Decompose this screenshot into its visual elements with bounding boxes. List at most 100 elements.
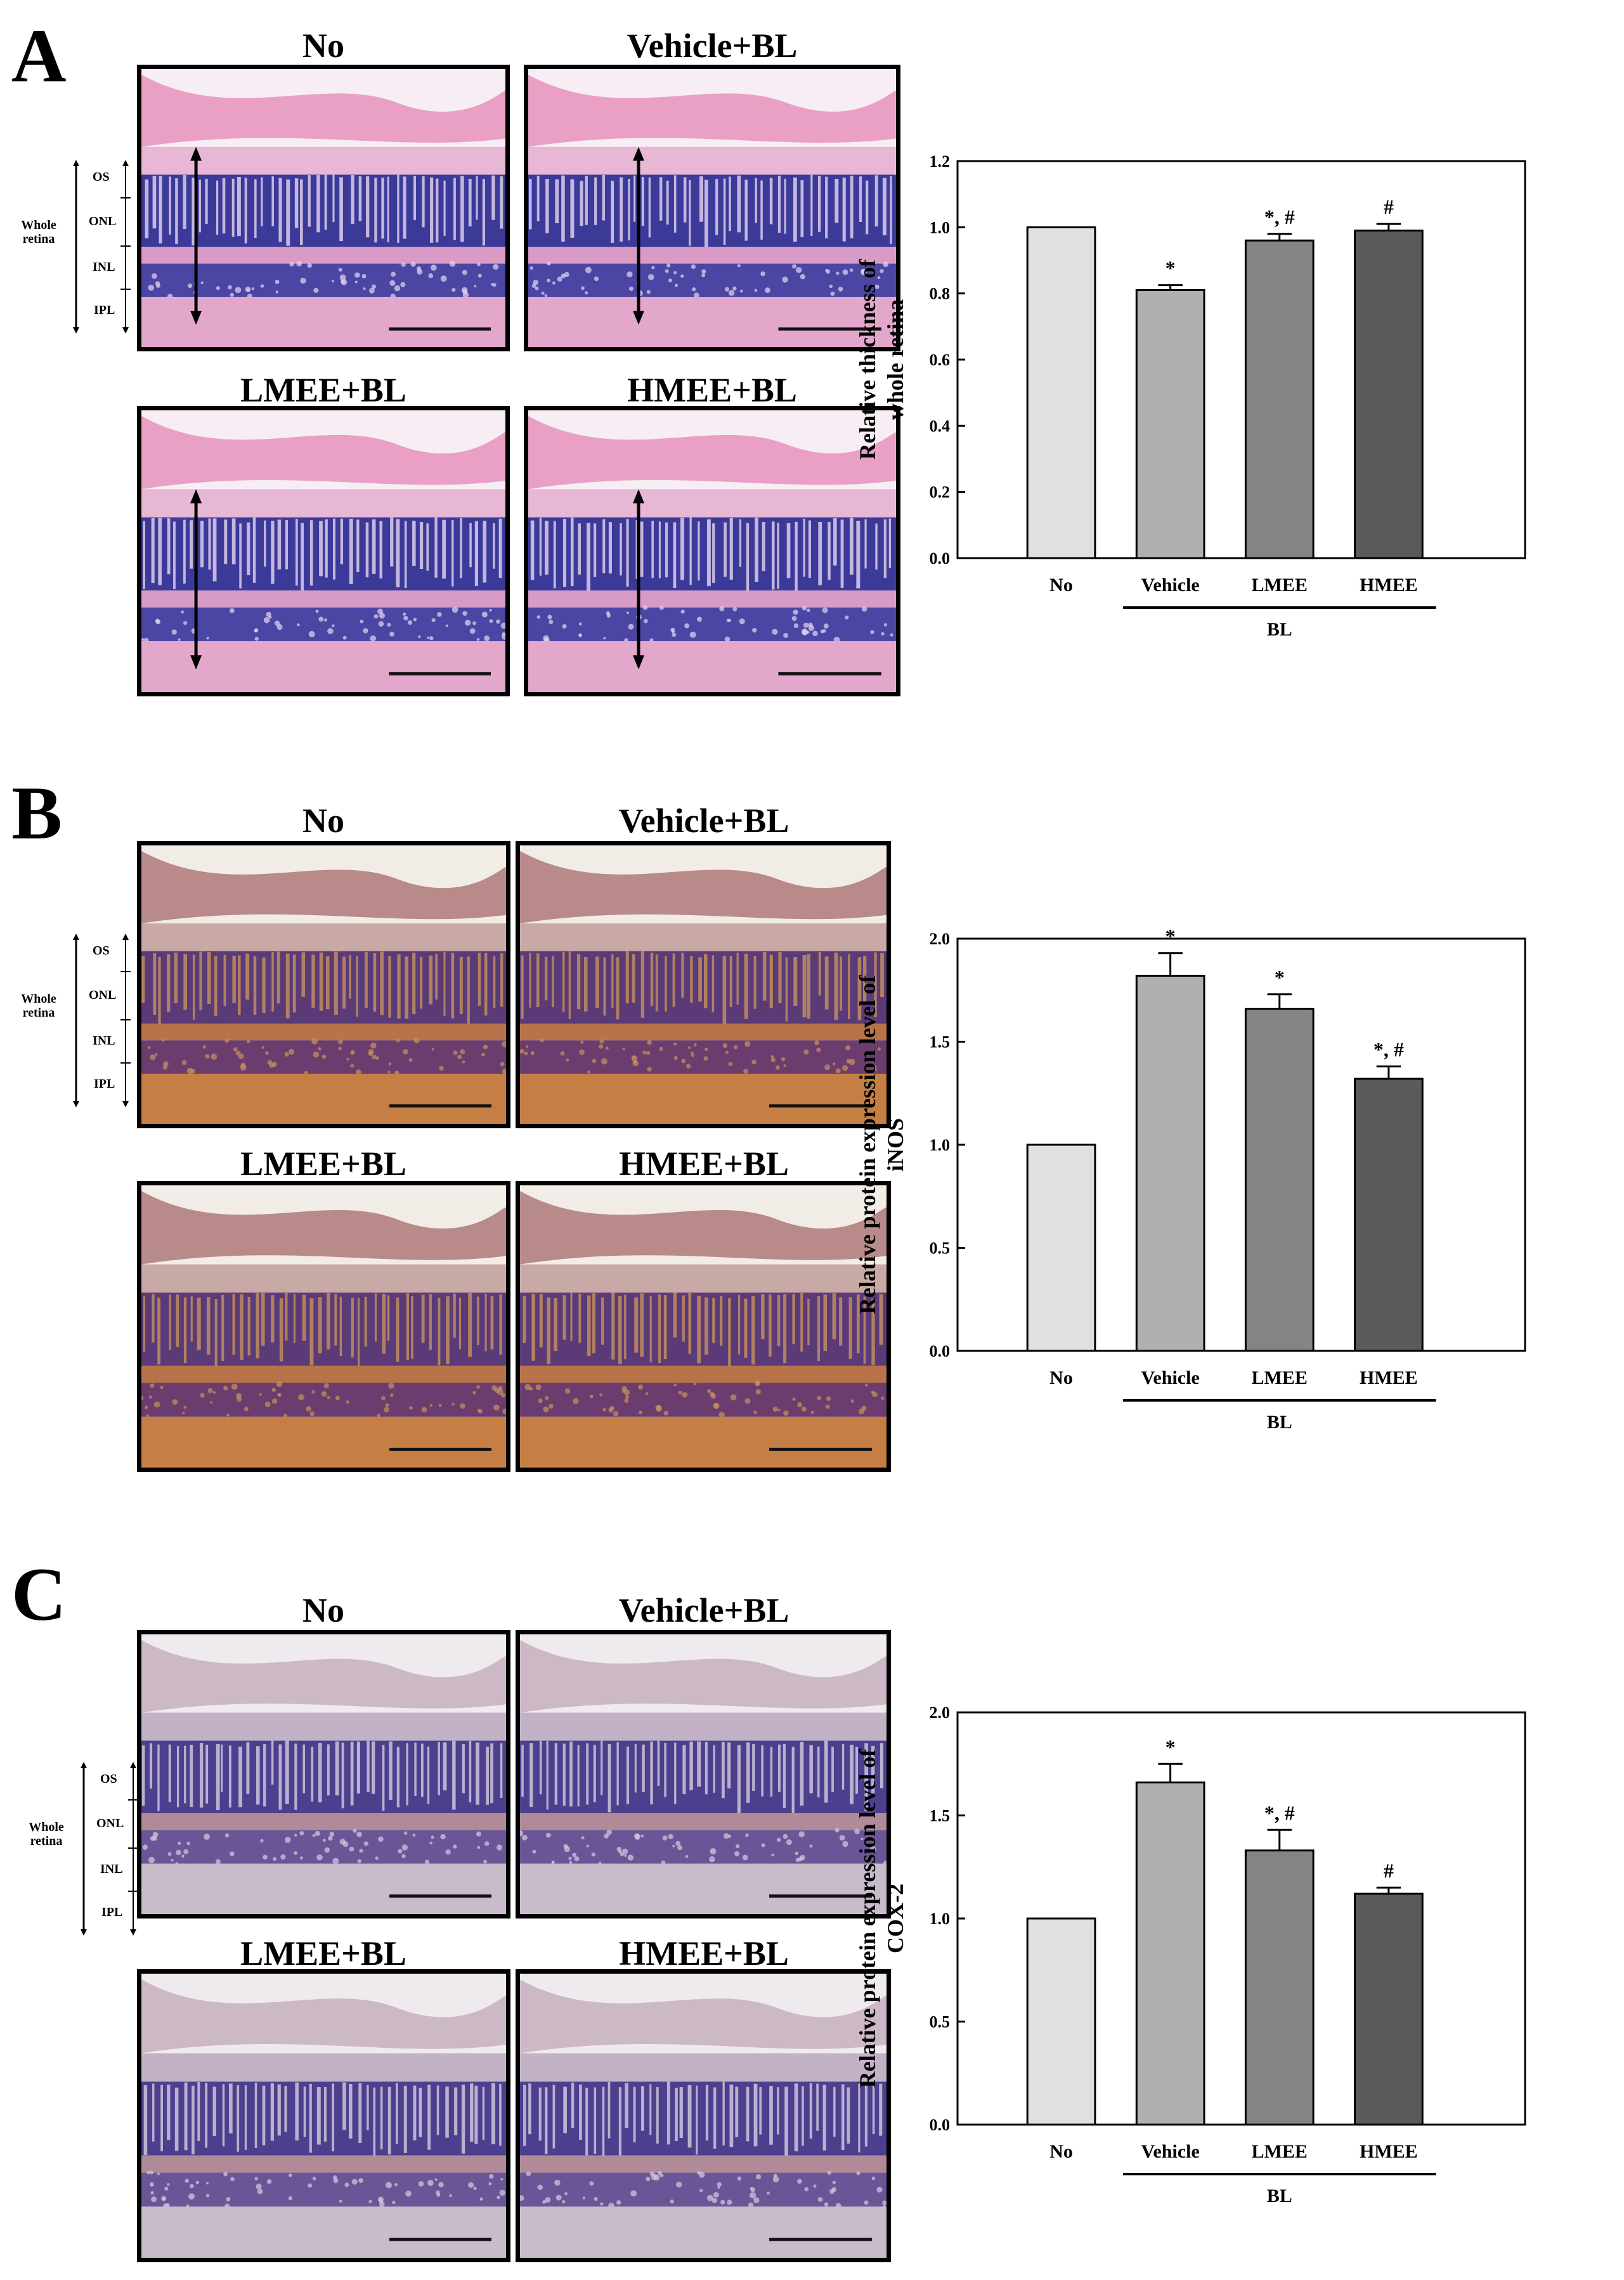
micrograph-vehicle-bl [516,841,891,1128]
bar [1135,289,1205,559]
layer-label-inl: INL [100,1862,123,1876]
micrograph-lmee-bl [137,1969,510,2262]
layer-label-inl: INL [93,260,115,274]
bar [1135,975,1205,1352]
layer-label-os: OS [93,944,110,958]
y-tick-label: 2.0 [930,1703,951,1722]
layer-label-onl: ONL [89,988,117,1002]
y-tick-label: 1.0 [930,1910,951,1928]
significance-marker: * [1275,966,1285,989]
image-title-vehicle-bl: Vehicle+BL [618,1591,789,1629]
y-tick-label: 1.0 [930,1136,951,1154]
x-tick-label: Vehicle [1141,1367,1200,1388]
y-axis-label: Relative protein expression level of iNOS [855,975,908,1315]
x-tick-label: LMEE [1252,2141,1308,2162]
micrograph-hmee-bl [524,406,900,696]
bar [1026,1143,1096,1352]
significance-marker: # [1384,195,1394,218]
bar [1026,1917,1096,2126]
significance-marker: * [1166,925,1176,948]
layer-label-os: OS [93,170,110,184]
image-title-no: No [302,27,344,65]
y-axis-label: Relative thickness of whole retina [855,259,908,460]
group-label: BL [1267,2186,1292,2206]
x-tick-label: No [1049,575,1073,596]
layer-label-os: OS [100,1772,117,1786]
x-tick-label: HMEE [1360,2141,1418,2162]
layer-legend-b: OS ONL INL IPL Whole retina [11,932,138,1107]
layer-legend-a: OS ONL INL IPL Whole retina [11,159,138,334]
x-tick-label: LMEE [1252,1367,1308,1388]
y-axis-label: Relative protein expression level of COX-… [855,1749,908,2088]
layer-bracket-lines [73,160,131,334]
image-title-hmee-bl: HMEE+BL [619,1934,789,1972]
micrograph-no [137,1630,510,1918]
micrograph-vehicle-bl [516,1630,891,1918]
x-tick-label: Vehicle [1141,575,1200,596]
whole-retina-label: Whole retina [29,1820,64,1848]
image-title-hmee-bl: HMEE+BL [627,371,797,409]
bar [1354,1892,1424,2126]
significance-marker: * [1166,1735,1176,1758]
y-tick-label: 2.0 [930,930,951,948]
image-title-lmee-bl: LMEE+BL [240,1934,406,1972]
image-title-vehicle-bl: Vehicle+BL [618,802,789,840]
layer-label-onl: ONL [96,1816,124,1830]
x-tick-label: No [1049,2141,1073,2162]
image-title-no: No [302,802,344,840]
panel-letter-a: A [11,13,67,98]
y-tick-label: 0.0 [930,2116,951,2134]
bar [1244,1849,1315,2126]
panel-letter-c: C [11,1552,67,1636]
layer-label-ipl: IPL [94,303,115,317]
y-tick-label: 0.8 [930,285,951,303]
micrograph-hmee-bl [516,1969,891,2262]
layer-label-inl: INL [93,1034,115,1048]
y-tick-label: 1.2 [930,152,951,171]
image-title-no: No [302,1591,344,1629]
x-tick-label: HMEE [1360,1367,1418,1388]
bar [1026,226,1096,559]
significance-marker: * [1166,257,1176,280]
y-tick-label: 0.0 [930,549,951,568]
layer-label-ipl: IPL [101,1905,123,1919]
y-tick-label: 1.5 [930,1033,951,1052]
x-tick-label: LMEE [1252,575,1308,596]
significance-marker: *, # [1264,205,1295,228]
y-tick-label: 0.0 [930,1342,951,1360]
significance-marker: *, # [1374,1038,1404,1061]
image-title-vehicle-bl: Vehicle+BL [627,27,798,65]
micrograph-lmee-bl [137,406,510,696]
significance-marker: *, # [1264,1801,1295,1824]
layer-bracket-lines [73,934,131,1107]
micrograph-lmee-bl [137,1181,510,1472]
layer-legend-c: OS ONL INL IPL Whole retina [19,1761,146,1936]
group-label: BL [1267,1412,1292,1433]
y-tick-label: 1.5 [930,1807,951,1825]
bar [1354,230,1424,559]
x-tick-label: HMEE [1360,575,1418,596]
whole-retina-label: Whole retina [21,992,56,1020]
y-tick-label: 0.5 [930,1239,951,1258]
x-tick-label: No [1049,1367,1073,1388]
image-title-lmee-bl: LMEE+BL [240,371,406,409]
y-tick-label: 0.2 [930,483,951,502]
image-title-hmee-bl: HMEE+BL [619,1145,789,1183]
bar [1354,1078,1424,1352]
micrograph-no [137,65,510,351]
micrograph-hmee-bl [516,1181,891,1472]
layer-label-ipl: IPL [94,1077,115,1091]
layer-bracket-lines [81,1762,138,1936]
image-title-lmee-bl: LMEE+BL [240,1145,406,1183]
panel-letter-b: B [11,771,63,855]
micrograph-no [137,841,510,1128]
bar [1135,1782,1205,2126]
y-tick-label: 0.6 [930,351,951,369]
y-tick-label: 1.0 [930,218,951,237]
bar [1244,1008,1315,1352]
y-tick-label: 0.5 [930,2013,951,2031]
x-tick-label: Vehicle [1141,2141,1200,2162]
